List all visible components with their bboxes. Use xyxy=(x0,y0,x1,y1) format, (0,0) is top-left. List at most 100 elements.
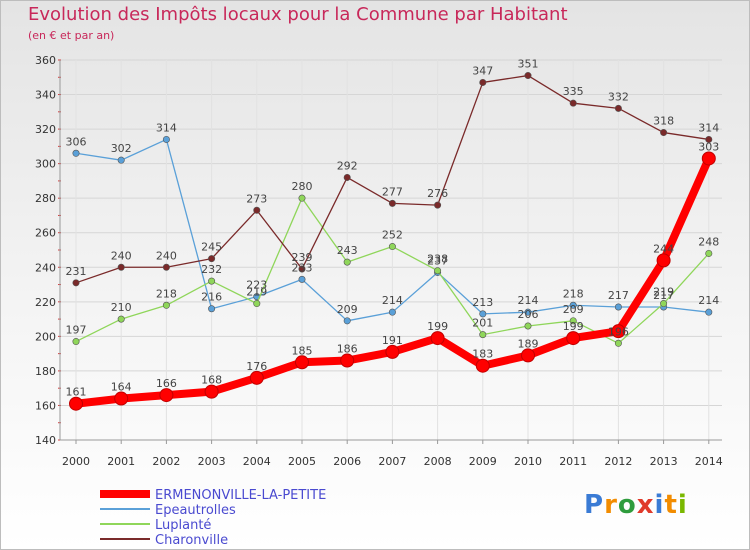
data-point-luplant- xyxy=(208,277,216,285)
data-label-epeautrolles: 237 xyxy=(427,254,448,267)
data-point-luplant- xyxy=(479,331,487,339)
data-point-luplant- xyxy=(162,301,170,309)
data-point-epeautrolles xyxy=(298,275,306,283)
data-label-luplant-: 206 xyxy=(518,308,539,321)
data-point-epeautrolles xyxy=(72,149,80,157)
data-point-luplant- xyxy=(343,258,351,266)
data-label-luplant-: 248 xyxy=(698,235,719,248)
data-point-charonville xyxy=(705,135,713,143)
x-tick-label: 2012 xyxy=(604,455,632,468)
data-point-ermenonville-la-petite xyxy=(656,253,671,268)
data-point-epeautrolles xyxy=(614,303,622,311)
data-label-ermenonville-la-petite: 183 xyxy=(472,348,493,361)
data-point-ermenonville-la-petite xyxy=(295,355,309,370)
data-label-ermenonville-la-petite: 176 xyxy=(246,360,267,373)
data-point-charonville xyxy=(72,279,80,287)
data-label-ermenonville-la-petite: 186 xyxy=(337,343,358,356)
data-label-ermenonville-la-petite: 185 xyxy=(292,344,313,357)
chart-subtitle: (en € et par an) xyxy=(28,29,115,42)
data-point-epeautrolles xyxy=(117,156,125,164)
data-point-luplant- xyxy=(524,322,532,330)
legend-label-epeautrolles: Epeautrolles xyxy=(155,503,236,518)
x-tick-label: 2003 xyxy=(198,455,226,468)
y-tick-label: 280 xyxy=(35,192,56,205)
y-tick-label: 340 xyxy=(35,89,56,102)
logo-letter: x xyxy=(636,490,655,520)
data-point-epeautrolles xyxy=(162,135,170,143)
data-label-epeautrolles: 217 xyxy=(653,289,674,302)
data-label-epeautrolles: 214 xyxy=(698,294,719,307)
data-point-ermenonville-la-petite xyxy=(204,384,219,399)
x-tick-label: 2009 xyxy=(469,455,497,468)
data-point-charonville xyxy=(162,263,170,271)
data-point-charonville xyxy=(253,206,261,214)
data-label-epeautrolles: 314 xyxy=(156,121,177,134)
data-label-luplant-: 219 xyxy=(653,286,674,299)
x-tick-label: 2007 xyxy=(378,455,406,468)
data-label-luplant-: 243 xyxy=(337,244,358,257)
data-point-epeautrolles xyxy=(524,308,532,316)
data-label-luplant-: 197 xyxy=(66,324,87,337)
data-point-luplant- xyxy=(705,249,713,257)
data-point-luplant- xyxy=(614,339,622,347)
data-label-epeautrolles: 214 xyxy=(518,294,539,307)
x-tick-label: 2014 xyxy=(695,455,723,468)
data-label-luplant-: 238 xyxy=(427,253,448,266)
data-label-luplant-: 196 xyxy=(608,325,629,338)
data-point-ermenonville-la-petite xyxy=(475,358,490,373)
data-label-charonville: 239 xyxy=(292,251,313,264)
data-label-ermenonville-la-petite: 161 xyxy=(66,386,87,399)
data-point-luplant- xyxy=(72,338,80,346)
x-tick-label: 2001 xyxy=(107,455,135,468)
data-point-charonville xyxy=(343,173,351,181)
data-label-ermenonville-la-petite: 189 xyxy=(518,337,539,350)
data-label-charonville: 351 xyxy=(518,58,539,71)
data-point-epeautrolles xyxy=(388,308,396,316)
data-point-charonville xyxy=(479,78,487,86)
data-label-charonville: 273 xyxy=(246,192,267,205)
data-label-epeautrolles: 218 xyxy=(563,287,584,300)
data-point-epeautrolles xyxy=(479,310,487,318)
data-point-luplant- xyxy=(660,300,668,308)
y-tick-label: 180 xyxy=(35,365,56,378)
data-point-ermenonville-la-petite xyxy=(430,331,445,346)
data-point-charonville xyxy=(388,199,396,207)
data-point-epeautrolles xyxy=(343,317,351,325)
logo-letter: P xyxy=(584,490,605,520)
data-point-epeautrolles xyxy=(705,308,713,316)
data-label-luplant-: 209 xyxy=(563,303,584,316)
data-point-charonville xyxy=(117,263,125,271)
data-label-charonville: 292 xyxy=(337,159,358,172)
data-point-luplant- xyxy=(388,243,396,251)
data-label-ermenonville-la-petite: 168 xyxy=(201,374,222,387)
data-point-ermenonville-la-petite xyxy=(69,396,83,411)
data-point-charonville xyxy=(298,265,306,273)
data-label-epeautrolles: 216 xyxy=(201,291,222,304)
legend-label-charonville: Charonville xyxy=(155,533,228,548)
data-label-charonville: 276 xyxy=(427,187,448,200)
data-label-luplant-: 280 xyxy=(292,180,313,193)
data-point-ermenonville-la-petite xyxy=(385,344,400,359)
data-label-ermenonville-la-petite: 166 xyxy=(156,377,177,390)
logo-letter: i xyxy=(654,490,665,520)
data-label-ermenonville-la-petite: 191 xyxy=(382,334,403,347)
data-label-epeautrolles: 306 xyxy=(66,135,87,148)
data-label-charonville: 347 xyxy=(472,64,493,77)
data-label-epeautrolles: 209 xyxy=(337,303,358,316)
data-label-epeautrolles: 214 xyxy=(382,294,403,307)
data-point-luplant- xyxy=(253,300,261,308)
y-tick-label: 260 xyxy=(35,227,56,240)
data-point-luplant- xyxy=(434,267,442,275)
data-label-charonville: 245 xyxy=(201,241,222,254)
data-label-charonville: 314 xyxy=(698,121,719,134)
x-tick-label: 2000 xyxy=(62,455,90,468)
data-label-epeautrolles: 233 xyxy=(292,261,313,274)
data-point-ermenonville-la-petite xyxy=(521,348,535,363)
data-label-ermenonville-la-petite: 199 xyxy=(427,320,448,333)
data-label-luplant-: 210 xyxy=(111,301,132,314)
data-label-charonville: 335 xyxy=(563,85,584,98)
y-tick-label: 140 xyxy=(35,434,56,447)
y-tick-label: 200 xyxy=(35,330,56,343)
x-tick-label: 2005 xyxy=(288,455,316,468)
